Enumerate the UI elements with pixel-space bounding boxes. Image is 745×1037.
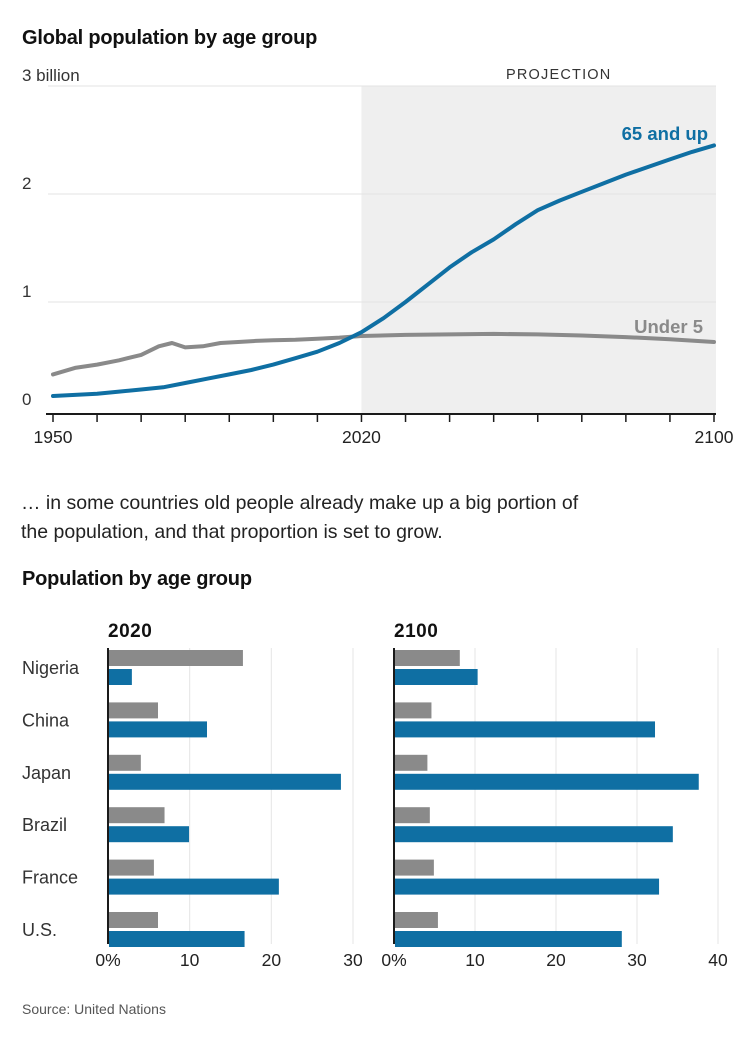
bar-2100-japan-65-and-up xyxy=(395,773,699,790)
panel-2020-x-label-20: 20 xyxy=(262,950,282,970)
panel-2020-x-label-30: 30 xyxy=(343,950,363,970)
bar-chart-title: Population by age group xyxy=(22,568,252,590)
bar-2100-us-65-and-up xyxy=(395,931,622,947)
y-axis-label-2: 2 xyxy=(22,174,31,193)
bar-2020-brazil-under-5 xyxy=(109,807,165,824)
country-label-japan: Japan xyxy=(22,763,71,783)
bar-2100-us-under-5 xyxy=(395,912,438,928)
narrative-line-2: the population, and that proportion is s… xyxy=(21,521,443,543)
line-series-under-5 xyxy=(51,331,716,377)
bar-2100-nigeria-under-5 xyxy=(395,650,460,666)
bar-2020-china-65-and-up xyxy=(109,721,207,738)
projection-region xyxy=(361,86,716,414)
bar-2100-china-65-and-up xyxy=(395,721,656,738)
country-label-nigeria: Nigeria xyxy=(22,658,80,678)
bar-2100-france-65-and-up xyxy=(395,878,660,895)
line-series-65-and-up xyxy=(51,143,716,398)
bar-2020-japan-65-and-up xyxy=(109,773,341,790)
bar-2020-nigeria-under-5 xyxy=(109,650,243,666)
panel-title-2100: 2100 xyxy=(394,621,438,642)
panel-2100-x-label-40: 40 xyxy=(708,950,728,970)
y-axis-label-0: 0 xyxy=(22,390,31,409)
panel-title-2020: 2020 xyxy=(108,621,152,642)
country-label-france: France xyxy=(22,868,78,888)
y-axis-label-1: 1 xyxy=(22,282,31,301)
panel-2100-x-label-30: 30 xyxy=(627,950,647,970)
bar-2020-france-under-5 xyxy=(109,859,154,876)
bar-2100-japan-under-5 xyxy=(395,754,428,771)
panel-2100-x-label-10: 10 xyxy=(465,950,485,970)
bar-2020-brazil-65-and-up xyxy=(109,826,190,843)
panel-2020-x-label-10: 10 xyxy=(180,950,200,970)
series-label-under-5: Under 5 xyxy=(634,316,703,337)
bar-2100-brazil-under-5 xyxy=(395,807,430,824)
panel-2100-x-label-0: 0% xyxy=(381,950,406,970)
panel-2020-x-label-0: 0% xyxy=(95,950,120,970)
bar-2100-china-under-5 xyxy=(395,702,432,719)
narrative-text: … in some countries old people already m… xyxy=(21,489,727,547)
country-label-brazil: Brazil xyxy=(22,815,67,835)
bar-2020-china-under-5 xyxy=(109,702,158,719)
bar-2100-brazil-65-and-up xyxy=(395,826,673,843)
bar-2020-france-65-and-up xyxy=(109,878,279,895)
y-axis-label-3: 3 billion xyxy=(22,66,80,85)
country-label-us: U.S. xyxy=(22,920,57,940)
bar-2100-nigeria-65-and-up xyxy=(395,669,478,685)
country-label-china: China xyxy=(22,710,70,730)
bar-2020-us-under-5 xyxy=(109,912,158,928)
panel-2100-x-label-20: 20 xyxy=(546,950,566,970)
x-axis-label-2100: 2100 xyxy=(695,427,734,447)
narrative-line-1: … in some countries old people already m… xyxy=(21,492,579,514)
x-axis-label-1950: 1950 xyxy=(34,427,73,447)
bar-2100-france-under-5 xyxy=(395,859,434,876)
bar-2020-nigeria-65-and-up xyxy=(109,669,132,685)
bar-2020-us-65-and-up xyxy=(109,931,245,947)
line-chart-title: Global population by age group xyxy=(22,27,318,49)
source-note: Source: United Nations xyxy=(22,1001,166,1017)
bar-2020-japan-under-5 xyxy=(109,754,141,771)
series-label-65-and-up: 65 and up xyxy=(622,123,708,144)
x-axis-label-2020: 2020 xyxy=(342,427,381,447)
projection-label: PROJECTION xyxy=(506,67,611,83)
